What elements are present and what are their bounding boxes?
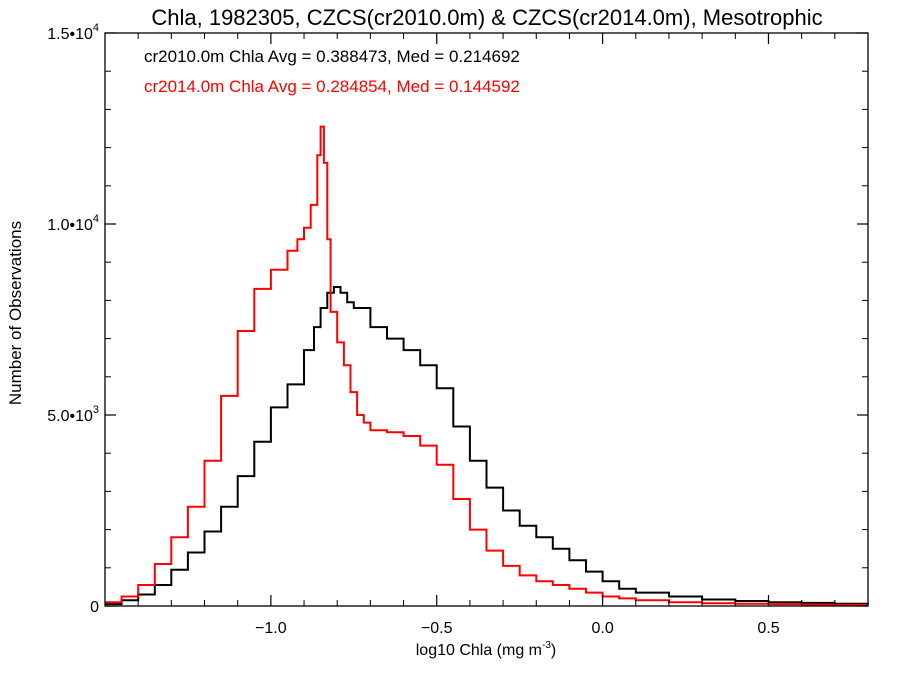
x-tick-label: 0.0 [591,620,613,637]
series-line-0 [105,286,869,606]
plot-frame [104,32,869,607]
y-tick-label: 5.0•103 [47,404,99,425]
x-axis-label: log10 Chla (mg m-3) [416,640,557,659]
x-tick-label: 0.5 [757,620,779,637]
chart-title: Chla, 1982305, CZCS(cr2010.0m) & CZCS(cr… [151,5,822,30]
x-axis-label-sup: -3 [542,640,551,651]
y-axis-label: Number of Observations [6,221,25,405]
annotation-black: cr2010.0m Chla Avg = 0.388473, Med = 0.2… [144,47,520,66]
x-axis-label-tail: ) [551,642,556,659]
ticks-layer: −1.0 −0.5 0.0 0.5 0 5.0•103 1.0•104 1.5•104 [47,22,869,637]
x-tick-label: −1.0 [255,620,287,637]
y-tick-label: 1.0•104 [47,213,99,234]
series-line-1 [105,125,868,606]
annotation-red: cr2014.0m Chla Avg = 0.284854, Med = 0.1… [144,77,520,96]
y-tick-label: 0 [90,599,99,616]
series-layer [105,125,869,606]
x-tick-label: −0.5 [421,620,453,637]
x-axis-label-main: log10 Chla (mg m [416,642,542,659]
y-tick-label: 1.5•104 [47,22,99,43]
